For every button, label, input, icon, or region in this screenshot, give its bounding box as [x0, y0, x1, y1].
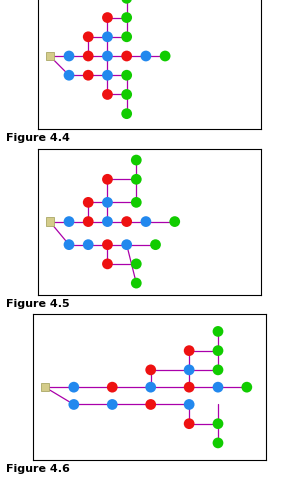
Circle shape — [102, 216, 113, 227]
Circle shape — [184, 382, 195, 393]
Circle shape — [83, 197, 94, 208]
Circle shape — [145, 382, 156, 393]
Circle shape — [212, 345, 224, 356]
Text: Figure 4.5: Figure 4.5 — [6, 299, 70, 309]
Circle shape — [145, 399, 156, 410]
Circle shape — [121, 70, 132, 81]
Circle shape — [102, 51, 113, 61]
Circle shape — [83, 216, 94, 227]
Circle shape — [107, 382, 118, 393]
Circle shape — [83, 31, 94, 42]
Circle shape — [212, 418, 224, 429]
Circle shape — [141, 51, 151, 61]
Circle shape — [169, 216, 180, 227]
Circle shape — [121, 239, 132, 250]
Circle shape — [121, 0, 132, 4]
Circle shape — [212, 326, 224, 337]
Circle shape — [83, 239, 94, 250]
Circle shape — [121, 31, 132, 42]
Bar — [46, 52, 54, 60]
Circle shape — [107, 399, 118, 410]
Circle shape — [102, 259, 113, 269]
Circle shape — [212, 437, 224, 449]
Circle shape — [184, 418, 195, 429]
Circle shape — [83, 70, 94, 81]
Circle shape — [131, 278, 142, 288]
Circle shape — [131, 155, 142, 166]
Circle shape — [241, 382, 252, 393]
Circle shape — [102, 197, 113, 208]
Circle shape — [212, 364, 224, 375]
Circle shape — [212, 382, 224, 393]
Circle shape — [131, 259, 142, 269]
Circle shape — [145, 364, 156, 375]
Circle shape — [131, 197, 142, 208]
Circle shape — [160, 51, 170, 61]
Circle shape — [131, 174, 142, 185]
Circle shape — [102, 239, 113, 250]
Circle shape — [102, 70, 113, 81]
Circle shape — [184, 364, 195, 375]
Circle shape — [102, 89, 113, 100]
Circle shape — [184, 345, 195, 356]
Circle shape — [121, 89, 132, 100]
Circle shape — [63, 216, 74, 227]
Circle shape — [83, 51, 94, 61]
Bar — [46, 217, 54, 226]
Circle shape — [121, 51, 132, 61]
Circle shape — [63, 51, 74, 61]
Circle shape — [141, 216, 151, 227]
Circle shape — [121, 216, 132, 227]
Circle shape — [121, 12, 132, 23]
Circle shape — [184, 399, 195, 410]
Circle shape — [63, 70, 74, 81]
Circle shape — [102, 12, 113, 23]
Bar — [41, 383, 49, 392]
Circle shape — [102, 174, 113, 185]
Text: Figure 4.6: Figure 4.6 — [6, 464, 70, 474]
Text: Figure 4.4: Figure 4.4 — [6, 133, 70, 143]
Circle shape — [69, 382, 79, 393]
Circle shape — [69, 399, 79, 410]
Circle shape — [121, 108, 132, 119]
Circle shape — [102, 31, 113, 42]
Circle shape — [63, 239, 74, 250]
Circle shape — [150, 239, 161, 250]
